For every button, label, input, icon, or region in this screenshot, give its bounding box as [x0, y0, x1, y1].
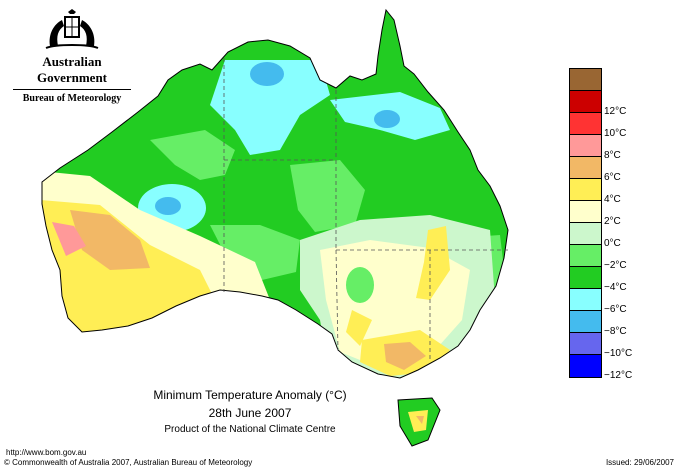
- logo-divider: [13, 89, 131, 90]
- legend-swatch: [570, 311, 601, 333]
- legend-label: 4°C: [604, 194, 621, 205]
- legend-swatch: [570, 179, 601, 201]
- coastline: [41, 8, 509, 379]
- legend-swatch: [570, 267, 601, 289]
- legend-swatch: [570, 245, 601, 267]
- legend-label: 0°C: [604, 238, 621, 249]
- government-name: Australian Government: [36, 54, 108, 85]
- state-borders: [223, 58, 508, 360]
- map-product-credit: Product of the National Climate Centre: [164, 424, 336, 435]
- tasmania: [397, 397, 441, 447]
- legend-swatch: [570, 69, 601, 91]
- legend-swatch: [570, 355, 601, 377]
- bom-logo: Australian Government Bureau of Meteorol…: [8, 8, 136, 104]
- legend-label: −10°C: [604, 348, 633, 359]
- legend-swatch: [570, 157, 601, 179]
- legend-swatch: [570, 223, 601, 245]
- legend-label: 12°C: [604, 106, 627, 117]
- anomaly-fill: [42, 10, 508, 378]
- legend-label: 8°C: [604, 150, 621, 161]
- legend-swatch: [570, 135, 601, 157]
- legend-label: 2°C: [604, 216, 621, 227]
- copyright-notice: © Commonwealth of Australia 2007, Austra…: [4, 458, 253, 467]
- coat-of-arms-icon: [45, 9, 99, 49]
- map-date: 28th June 2007: [208, 406, 292, 420]
- legend-label: 6°C: [604, 172, 621, 183]
- legend-swatch: [570, 289, 601, 311]
- map-title: Minimum Temperature Anomaly (°C): [153, 388, 347, 402]
- website-link[interactable]: http://www.bom.gov.au: [6, 448, 87, 457]
- bureau-name: Bureau of Meteorology: [22, 93, 122, 104]
- legend-label: −6°C: [604, 304, 627, 315]
- legend-label: 10°C: [604, 128, 627, 139]
- legend-swatch: [570, 113, 601, 135]
- legend-label: −4°C: [604, 282, 627, 293]
- issued-date: Issued: 29/06/2007: [605, 458, 674, 467]
- legend-swatch: [570, 201, 601, 223]
- legend-label: −8°C: [604, 326, 627, 337]
- legend-label: −2°C: [604, 260, 627, 271]
- legend-label: −12°C: [604, 370, 633, 381]
- color-legend: [569, 68, 602, 378]
- legend-swatch: [570, 333, 601, 355]
- legend-swatch: [570, 91, 601, 113]
